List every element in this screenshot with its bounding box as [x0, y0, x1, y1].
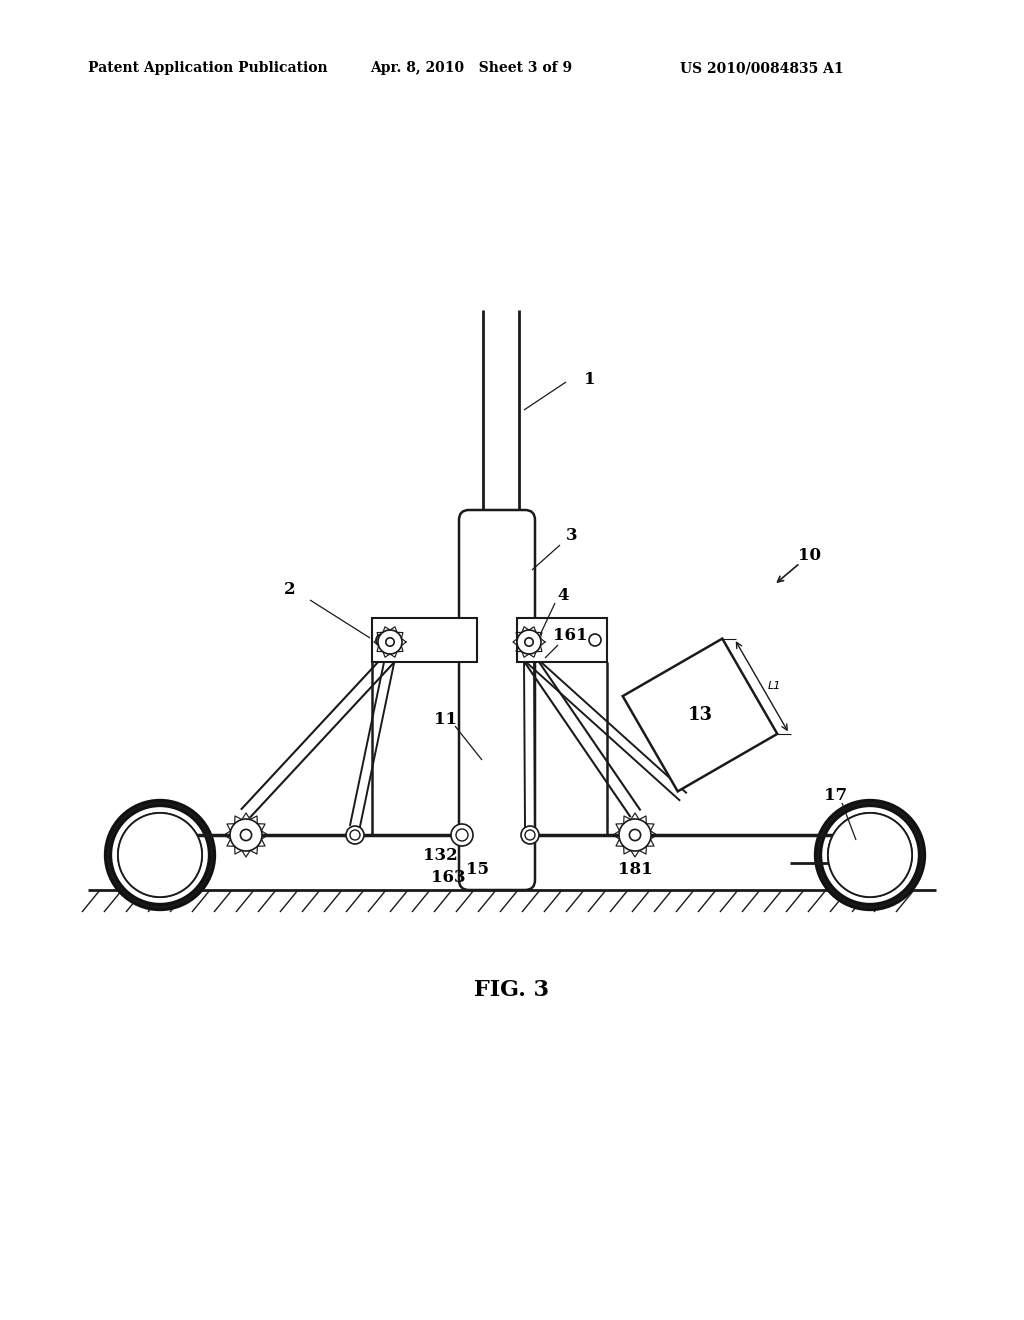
Text: 181: 181: [617, 862, 652, 879]
Circle shape: [517, 630, 541, 653]
Polygon shape: [623, 639, 777, 792]
Bar: [862, 801, 878, 909]
Bar: [372, 618, 477, 663]
Text: 1: 1: [585, 371, 596, 388]
Circle shape: [451, 824, 473, 846]
Bar: [152, 801, 168, 909]
Text: 163: 163: [431, 870, 465, 887]
Circle shape: [525, 830, 535, 840]
Text: 2: 2: [285, 582, 296, 598]
Text: 15: 15: [467, 862, 489, 879]
Circle shape: [346, 826, 364, 843]
Circle shape: [118, 813, 202, 898]
Circle shape: [630, 829, 641, 841]
Circle shape: [828, 813, 912, 898]
Circle shape: [350, 830, 360, 840]
FancyBboxPatch shape: [459, 510, 535, 890]
Circle shape: [386, 638, 394, 647]
Text: 17: 17: [824, 787, 848, 804]
Circle shape: [818, 803, 922, 907]
Text: Patent Application Publication: Patent Application Publication: [88, 61, 328, 75]
Text: 11: 11: [433, 711, 457, 729]
Circle shape: [241, 829, 252, 841]
Circle shape: [108, 803, 212, 907]
Text: 10: 10: [799, 546, 821, 564]
Circle shape: [456, 829, 468, 841]
Circle shape: [840, 825, 900, 884]
Circle shape: [376, 634, 388, 645]
Text: 3: 3: [566, 527, 578, 544]
Bar: [517, 618, 607, 663]
Circle shape: [828, 813, 912, 898]
Text: 4: 4: [557, 586, 568, 603]
Circle shape: [618, 818, 651, 851]
Circle shape: [130, 825, 190, 884]
Text: US 2010/0084835 A1: US 2010/0084835 A1: [680, 61, 844, 75]
Circle shape: [521, 826, 539, 843]
Text: 132: 132: [423, 847, 458, 865]
Circle shape: [118, 813, 202, 898]
Text: 161: 161: [553, 627, 587, 644]
Circle shape: [589, 634, 601, 645]
Text: 13: 13: [687, 706, 713, 723]
Text: FIG. 3: FIG. 3: [474, 979, 550, 1001]
Text: L1: L1: [768, 681, 781, 692]
Text: Apr. 8, 2010   Sheet 3 of 9: Apr. 8, 2010 Sheet 3 of 9: [370, 61, 572, 75]
Circle shape: [230, 818, 262, 851]
Circle shape: [524, 638, 534, 647]
Circle shape: [378, 630, 402, 653]
